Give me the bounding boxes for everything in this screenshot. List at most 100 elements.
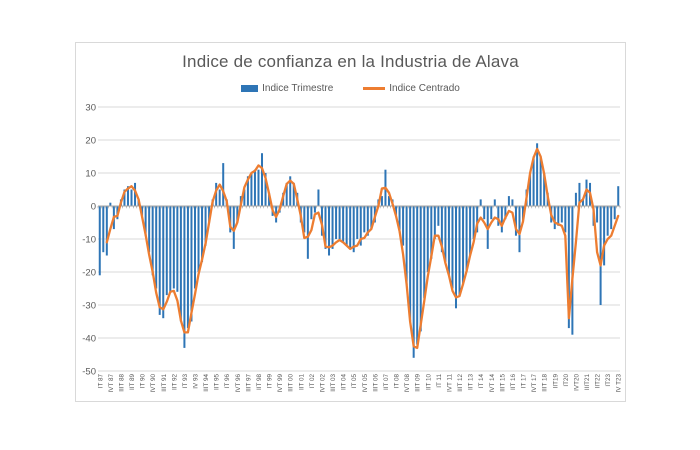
bar <box>335 206 338 239</box>
bar <box>497 206 500 226</box>
bar <box>462 206 465 286</box>
x-tick-label: IIIT 97 <box>245 374 252 392</box>
bar <box>529 173 532 206</box>
bar <box>599 206 602 305</box>
x-tick-label: IIIT 91 <box>161 374 168 392</box>
x-tick-label: IIT19 <box>552 374 559 389</box>
bar <box>345 206 348 246</box>
bar <box>405 206 408 286</box>
x-tick-label: IIIT 18 <box>542 374 549 392</box>
bar <box>433 206 436 239</box>
bar <box>557 206 560 226</box>
bar <box>536 143 539 206</box>
x-tick-label: IIT 89 <box>129 374 136 390</box>
x-tick-label: IIIT21 <box>584 374 591 391</box>
y-tick-label: 0 <box>91 202 96 213</box>
bar <box>179 206 182 322</box>
bar <box>617 186 620 206</box>
bar <box>465 206 468 272</box>
x-tick-label: IIIT 00 <box>288 374 295 392</box>
bar <box>370 206 373 230</box>
bar <box>440 206 443 253</box>
bar <box>398 206 401 233</box>
bar <box>246 176 249 206</box>
bar <box>483 206 486 220</box>
bar <box>507 196 510 206</box>
x-tick-label: IT 87 <box>97 374 104 389</box>
x-tick-label: IT 96 <box>224 374 231 389</box>
x-tick-label: IV 93 <box>192 374 199 389</box>
bar <box>444 206 447 263</box>
bar <box>292 182 295 206</box>
bar <box>366 206 369 236</box>
bar <box>518 206 521 253</box>
bar <box>218 189 221 206</box>
x-tick-label: IVT 02 <box>319 374 326 393</box>
x-tick-label: IIT22 <box>595 374 602 389</box>
bar <box>155 206 158 289</box>
legend-label: Indice Centrado <box>389 83 460 94</box>
legend-item-indice-trimestre: Indice Trimestre <box>241 83 333 94</box>
bar <box>162 206 165 319</box>
bar <box>454 206 457 309</box>
y-tick-label: 30 <box>85 103 96 114</box>
bar <box>148 206 151 253</box>
x-tick-label: IVT 90 <box>150 374 157 393</box>
bar <box>472 206 475 239</box>
bar <box>500 206 503 233</box>
bar <box>423 206 426 299</box>
bar <box>349 206 352 249</box>
x-tick-label: IIT 92 <box>171 374 178 390</box>
bar <box>402 206 405 246</box>
bar <box>504 206 507 220</box>
y-tick-label: 10 <box>85 169 96 180</box>
bar <box>380 196 383 206</box>
bar <box>543 173 546 206</box>
bar <box>222 163 225 206</box>
bar <box>313 206 316 213</box>
bar <box>430 206 433 259</box>
bar <box>186 206 189 329</box>
y-tick-label: -50 <box>82 367 96 378</box>
x-tick-label: IIT 95 <box>214 374 221 390</box>
x-tick-label: IVT 17 <box>531 374 538 393</box>
bar <box>109 202 112 206</box>
bar <box>317 189 320 206</box>
x-tick-label: IT 90 <box>140 374 147 389</box>
x-tick-label: IIT 04 <box>341 374 348 390</box>
bar <box>201 206 204 263</box>
bar <box>141 206 144 216</box>
bar <box>102 206 105 253</box>
bar <box>289 176 292 206</box>
bar <box>395 206 398 216</box>
x-tick-label: IIIT 06 <box>372 374 379 392</box>
bar <box>151 206 154 276</box>
bar <box>257 169 260 206</box>
bar <box>613 206 616 220</box>
bar <box>105 206 108 256</box>
x-tick-label: IVT 05 <box>362 374 369 393</box>
bar <box>564 206 567 233</box>
bar <box>264 173 267 206</box>
bar <box>98 206 101 276</box>
bar <box>232 206 235 249</box>
bar <box>532 156 535 206</box>
x-tick-label: IT 93 <box>182 374 189 389</box>
bar <box>310 206 313 220</box>
bar <box>387 196 390 206</box>
bar <box>183 206 186 348</box>
bar <box>134 182 137 206</box>
bar <box>215 182 218 206</box>
bar <box>412 206 415 358</box>
bar <box>437 206 440 226</box>
chart-title: Indice de confianza en la Industria de A… <box>182 52 519 71</box>
bar <box>169 206 172 292</box>
bar <box>172 206 175 289</box>
bar <box>126 186 129 206</box>
centered-line <box>105 147 620 350</box>
x-tick-label: IT23 <box>605 374 612 387</box>
x-tick-label: IVT 08 <box>404 374 411 393</box>
bar-swatch-icon <box>241 85 259 92</box>
bar <box>165 206 168 296</box>
